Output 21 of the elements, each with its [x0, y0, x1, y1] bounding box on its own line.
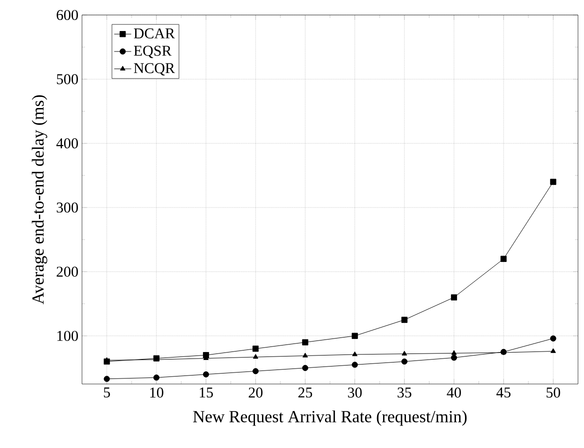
x-tick-label: 5 — [104, 388, 110, 398]
x-tick-label: 20 — [248, 388, 263, 398]
y-tick-label: 100 — [57, 330, 78, 341]
x-tick-label: 15 — [200, 388, 213, 398]
x-axis-title: New Request Arrival Rate (request/min) — [193, 410, 467, 426]
y-tick-label: 400 — [56, 138, 78, 148]
x-tick-label: 50 — [546, 388, 560, 398]
y-tick-label: 300 — [56, 202, 78, 213]
legend-label: DCAR — [134, 28, 175, 38]
legend-label: NCQR — [134, 63, 175, 76]
x-tick-label: 30 — [348, 388, 362, 398]
y-tick-label: 200 — [56, 266, 78, 277]
legend-label: EQSR — [134, 46, 172, 58]
y-tick-label: 600 — [56, 10, 78, 20]
x-tick-label: 25 — [298, 388, 312, 398]
y-axis-title: Average end-to-end delay (ms) — [32, 95, 48, 304]
x-tick-label: 40 — [446, 388, 461, 398]
x-tick-label: 10 — [150, 388, 164, 398]
x-tick-label: 35 — [398, 388, 412, 398]
x-tick-label: 45 — [496, 388, 510, 398]
y-tick-label: 500 — [56, 74, 78, 84]
